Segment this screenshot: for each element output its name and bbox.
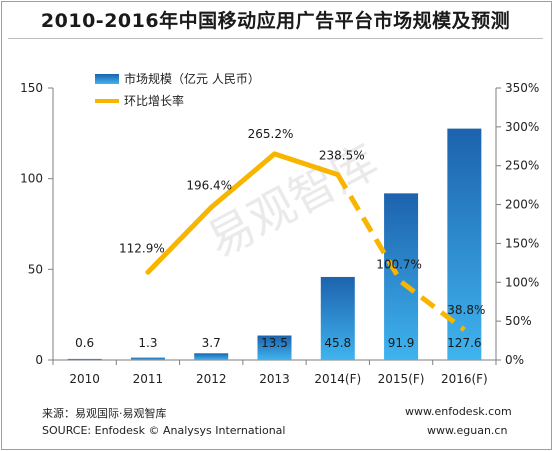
x-tick-label: 2014(F) (314, 372, 361, 386)
growth-value-label: 100.7% (376, 258, 422, 272)
legend-bar-label: 市场规模（亿元 人民币） (124, 71, 260, 86)
y-left-tick-label: 100 (20, 172, 43, 186)
bar-2016(F) (447, 128, 482, 360)
y-right-tick-label: 150% (505, 236, 539, 250)
growth-value-label: 238.5% (319, 149, 365, 163)
growth-value-label: 265.2% (248, 127, 294, 141)
y-left-tick-label: 150 (20, 81, 43, 95)
source-cn: 来源：易观国际·易观智库 (42, 407, 167, 420)
url-enfodesk[interactable]: www.enfodesk.com (405, 405, 512, 418)
y-left-tick-label: 50 (28, 262, 43, 276)
url-eguan[interactable]: www.eguan.cn (427, 424, 508, 437)
bar-2015(F) (384, 193, 419, 360)
growth-value-label: 38.8% (447, 303, 485, 317)
y-left-tick-label: 0 (35, 353, 43, 367)
y-right-tick-label: 350% (505, 81, 539, 95)
bar-2012 (194, 353, 229, 360)
chart-title: 2010-2016年中国移动应用广告平台市场规模及预测 (40, 10, 511, 32)
y-right-tick-label: 100% (505, 275, 539, 289)
x-tick-label: 2015(F) (378, 372, 425, 386)
x-tick-label: 2012 (196, 372, 227, 386)
growth-value-label: 112.9% (119, 241, 165, 255)
legend-line-label: 环比增长率 (124, 93, 184, 108)
y-right-tick-label: 250% (505, 159, 539, 173)
bar-value-label: 45.8 (324, 336, 351, 350)
bar-value-label: 0.6 (75, 336, 94, 350)
bar-value-label: 3.7 (202, 336, 221, 350)
bar-2013 (257, 335, 292, 360)
y-right-tick-label: 0% (505, 353, 524, 367)
legend-bar-swatch (95, 74, 119, 84)
x-tick-label: 2016(F) (441, 372, 488, 386)
bar-value-label: 1.3 (138, 336, 157, 350)
title-divider (8, 38, 543, 39)
growth-line-forecast (335, 173, 466, 332)
bar-2014(F) (320, 276, 355, 360)
source-en: SOURCE: Enfodesk © Analysys Internationa… (42, 424, 286, 437)
y-right-tick-label: 50% (505, 314, 532, 328)
bar-value-label: 91.9 (388, 336, 415, 350)
bar-2010 (67, 358, 102, 360)
bar-2011 (130, 357, 165, 360)
y-right-tick-label: 300% (505, 120, 539, 134)
bar-value-label: 127.6 (447, 336, 481, 350)
growth-line-actual (145, 151, 341, 275)
y-right-tick-label: 200% (505, 198, 539, 212)
x-tick-label: 2013 (259, 372, 290, 386)
growth-value-label: 196.4% (186, 178, 232, 192)
x-tick-label: 2011 (133, 372, 164, 386)
x-tick-label: 2010 (69, 372, 100, 386)
bar-value-label: 13.5 (261, 336, 288, 350)
